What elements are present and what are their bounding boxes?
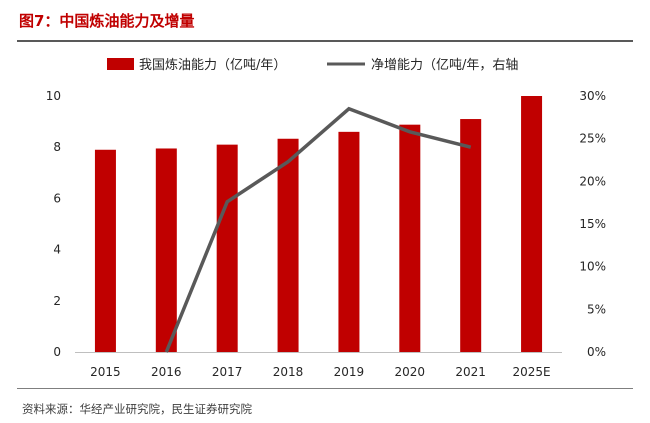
bottom-divider: [17, 388, 633, 389]
y-right-tick-label: 10%: [579, 260, 606, 274]
y-left-tick-label: 2: [53, 294, 61, 308]
x-tick-label-2021: 2021: [455, 365, 486, 379]
figure-title: 图7：中国炼油能力及增量: [19, 12, 195, 30]
y-left-tick-label: 0: [53, 345, 61, 359]
bar-2017: [216, 144, 238, 352]
top-divider: [17, 40, 633, 42]
bar-2025E: [521, 96, 543, 352]
x-tick-label-2017: 2017: [212, 365, 243, 379]
y-right-tick-label: 15%: [579, 217, 606, 231]
y-left-tick-label: 6: [53, 191, 61, 205]
x-tick-label-2020: 2020: [395, 365, 426, 379]
source-note: 资料来源：华经产业研究院，民生证券研究院: [22, 402, 252, 416]
bar-2020: [399, 124, 421, 352]
x-tick-label-2016: 2016: [151, 365, 182, 379]
y-right-tick-label: 20%: [579, 174, 606, 188]
y-left-tick-label: 4: [53, 243, 61, 257]
net-increase-line: [164, 106, 472, 353]
bar-2019: [338, 131, 360, 352]
x-tick-label-2015: 2015: [90, 365, 121, 379]
y-left-tick-label: 8: [53, 140, 61, 154]
bar-2018: [277, 138, 299, 352]
bar-2016: [155, 148, 177, 352]
y-left-tick-label: 10: [46, 89, 61, 103]
y-right-tick-label: 30%: [579, 89, 606, 103]
x-tick-label-2018: 2018: [273, 365, 304, 379]
y-right-tick-label: 25%: [579, 132, 606, 146]
legend-label-capacity: 我国炼油能力（亿吨/年）: [139, 58, 286, 73]
legend-swatch-capacity: [107, 58, 134, 70]
x-tick-label-2025E: 2025E: [513, 365, 551, 379]
y-right-tick-label: 0%: [587, 345, 606, 359]
x-tick-label-2019: 2019: [334, 365, 365, 379]
y-right-tick-label: 5%: [587, 302, 606, 316]
legend-label-net-increase: 净增能力（亿吨/年，右轴: [371, 58, 518, 73]
bar-2021: [460, 119, 482, 352]
bar-2015: [94, 149, 116, 352]
